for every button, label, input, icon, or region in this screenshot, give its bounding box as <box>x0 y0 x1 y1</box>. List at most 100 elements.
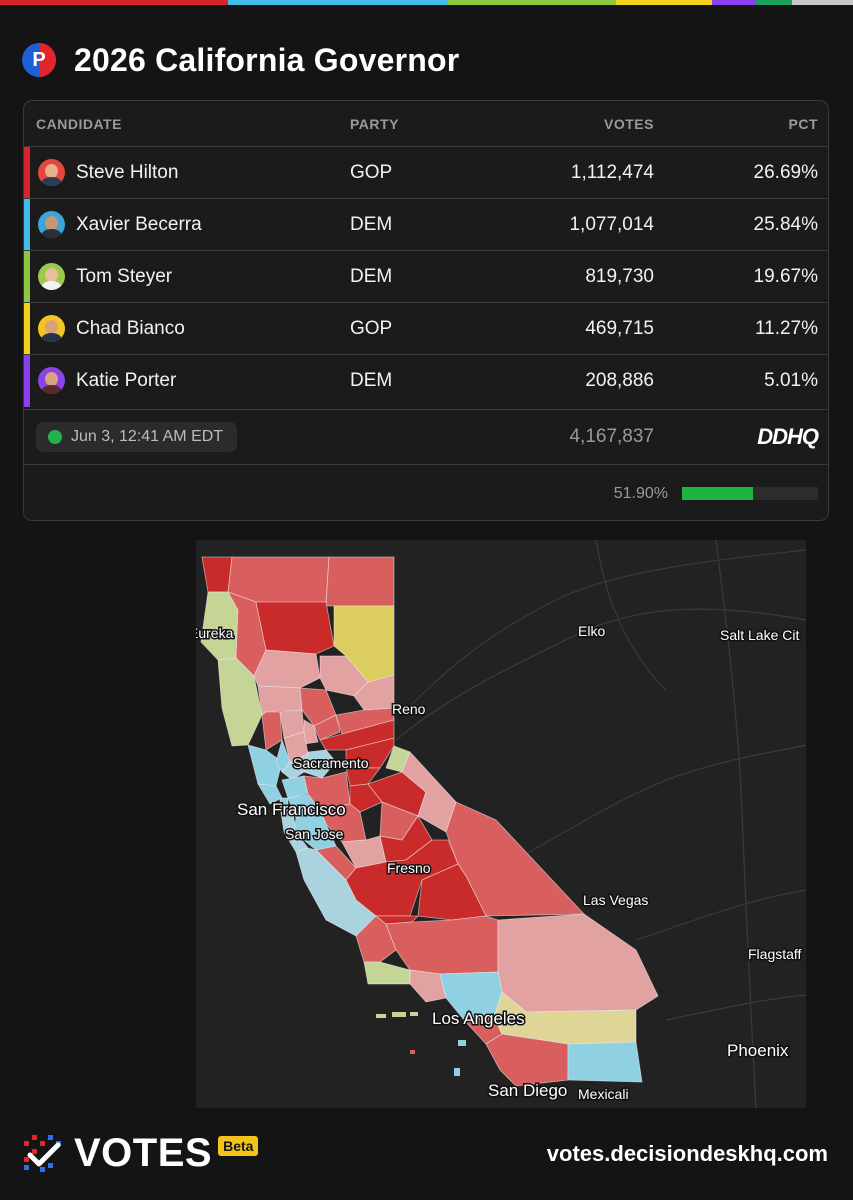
party-color-bar <box>24 355 30 407</box>
candidate-name: Chad Bianco <box>76 318 185 339</box>
column-header-party: PARTY <box>350 116 399 132</box>
map-label-mexicali: Mexicali <box>578 1086 629 1102</box>
table-row-hilton[interactable]: Steve Hilton GOP 1,112,474 26.69% <box>24 146 828 199</box>
map-label-reno: Reno <box>392 701 426 717</box>
candidate-pct: 5.01% <box>764 370 818 391</box>
county-shasta[interactable] <box>255 601 335 655</box>
county-santa-barbara[interactable] <box>363 961 411 985</box>
candidate-name: Steve Hilton <box>76 162 179 183</box>
county-mendocino[interactable] <box>217 657 263 747</box>
map-label-flagstaff: Flagstaff <box>748 946 802 962</box>
last-updated-time: Jun 3, 12:41 AM EDT <box>71 428 224 445</box>
map-label-las-vegas: Las Vegas <box>583 892 648 908</box>
stripe-segment-teal <box>756 0 792 5</box>
candidate-avatar <box>38 367 65 394</box>
table-header: CANDIDATE PARTY VOTES PCT <box>24 101 828 146</box>
county-siskiyou[interactable] <box>227 556 330 605</box>
candidate-name: Tom Steyer <box>76 266 173 287</box>
county-san-diego[interactable] <box>485 1033 569 1087</box>
county-modoc[interactable] <box>325 556 395 607</box>
map-label-eureka: Eureka <box>196 625 234 641</box>
table-row-becerra[interactable]: Xavier Becerra DEM 1,077,014 25.84% <box>24 198 828 251</box>
stripe-segment-blue <box>228 0 448 5</box>
city-labels: Eureka Elko Salt Lake Cit Reno Sacrament… <box>196 622 803 1104</box>
map-label-salt-lake-city: Salt Lake Cit <box>720 627 799 643</box>
reporting-row: 51.90% <box>24 464 828 520</box>
map-label-phoenix: Phoenix <box>727 1041 789 1060</box>
stripe-segment-red <box>0 0 228 5</box>
votes-brand: VOTES Beta <box>22 1130 259 1176</box>
top-color-stripe <box>0 0 853 5</box>
candidate-avatar <box>38 159 65 186</box>
map-label-elko: Elko <box>578 623 605 639</box>
candidate-votes: 1,077,014 <box>569 214 654 235</box>
county-glenn[interactable] <box>257 685 303 716</box>
live-status-dot-icon <box>48 430 62 444</box>
stripe-segment-purple <box>712 0 756 5</box>
map-label-san-jose: San Jose <box>285 826 344 842</box>
channel-islands <box>376 1012 466 1076</box>
county-tehama[interactable] <box>253 649 321 689</box>
county-results-map[interactable]: Eureka Elko Salt Lake Cit Reno Sacrament… <box>196 540 806 1108</box>
column-header-pct: PCT <box>788 116 818 132</box>
stripe-segment-yellow <box>616 0 712 5</box>
county-solano[interactable] <box>281 753 309 781</box>
candidate-name: Xavier Becerra <box>76 214 202 235</box>
county-calaveras[interactable] <box>349 783 383 813</box>
candidate-avatar <box>38 211 65 238</box>
table-summary-row: Jun 3, 12:41 AM EDT 4,167,837 DDHQ <box>24 409 828 464</box>
county-kern[interactable] <box>385 915 499 975</box>
map-roads <box>395 540 806 1108</box>
county-sonoma[interactable] <box>247 744 283 787</box>
county-del-norte[interactable] <box>201 556 233 593</box>
candidate-pct: 26.69% <box>753 162 818 183</box>
reporting-percent: 51.90% <box>613 485 668 502</box>
candidate-votes: 1,112,474 <box>570 162 654 183</box>
county-contra-costa[interactable] <box>281 775 309 799</box>
table-row-bianco[interactable]: Chad Bianco GOP 469,715 11.27% <box>24 302 828 355</box>
page-header: P 2026 California Governor <box>22 38 459 82</box>
page-title: 2026 California Governor <box>74 41 460 78</box>
results-table: CANDIDATE PARTY VOTES PCT Steve Hilton G… <box>23 100 829 521</box>
candidate-party: DEM <box>350 266 393 287</box>
candidate-party: DEM <box>350 214 393 235</box>
county-monterey[interactable] <box>295 847 377 937</box>
candidate-party: DEM <box>350 370 393 391</box>
candidate-avatar <box>38 263 65 290</box>
map-svg[interactable]: Eureka Elko Salt Lake Cit Reno Sacrament… <box>196 540 806 1108</box>
party-color-bar <box>24 147 30 199</box>
candidate-party: GOP <box>350 162 393 183</box>
brand-name: VOTES <box>74 1130 213 1175</box>
candidate-pct: 25.84% <box>753 214 818 235</box>
map-label-los-angeles: Los Angeles <box>432 1009 525 1028</box>
county-yuba[interactable] <box>313 714 341 741</box>
county-san-bernardino[interactable] <box>497 913 659 1013</box>
party-color-bar <box>24 251 30 303</box>
candidate-pct: 11.27% <box>754 318 818 339</box>
votes-logo-icon <box>24 1135 61 1172</box>
county-ventura[interactable] <box>409 969 447 1003</box>
reporting-progress-fill <box>682 487 753 500</box>
map-label-sacramento: Sacramento <box>293 755 369 771</box>
last-updated-badge: Jun 3, 12:41 AM EDT <box>36 422 238 452</box>
county-sierra[interactable] <box>353 674 395 711</box>
county-nevada[interactable] <box>335 707 395 735</box>
table-row-steyer[interactable]: Tom Steyer DEM 819,730 19.67% <box>24 250 828 303</box>
table-row-porter[interactable]: Katie Porter DEM 208,886 5.01% <box>24 354 828 407</box>
site-url[interactable]: votes.decisiondeskhq.com <box>546 1141 828 1166</box>
total-votes: 4,167,837 <box>569 426 654 447</box>
reporting-progress-bar <box>682 487 818 500</box>
party-color-bar <box>24 199 30 251</box>
beta-badge: Beta <box>218 1136 259 1156</box>
ddhq-logo: DDHQ <box>757 424 819 449</box>
county-san-francisco[interactable] <box>279 797 289 807</box>
candidate-pct: 19.67% <box>753 266 818 287</box>
column-header-candidate: CANDIDATE <box>36 116 122 132</box>
race-logo-icon: P <box>22 43 56 77</box>
stripe-segment-green <box>448 0 616 5</box>
party-color-bar <box>24 303 30 355</box>
column-header-votes: VOTES <box>604 116 654 132</box>
county-el-dorado[interactable] <box>345 737 395 769</box>
county-lake[interactable] <box>261 711 283 751</box>
county-imperial[interactable] <box>567 1041 643 1083</box>
